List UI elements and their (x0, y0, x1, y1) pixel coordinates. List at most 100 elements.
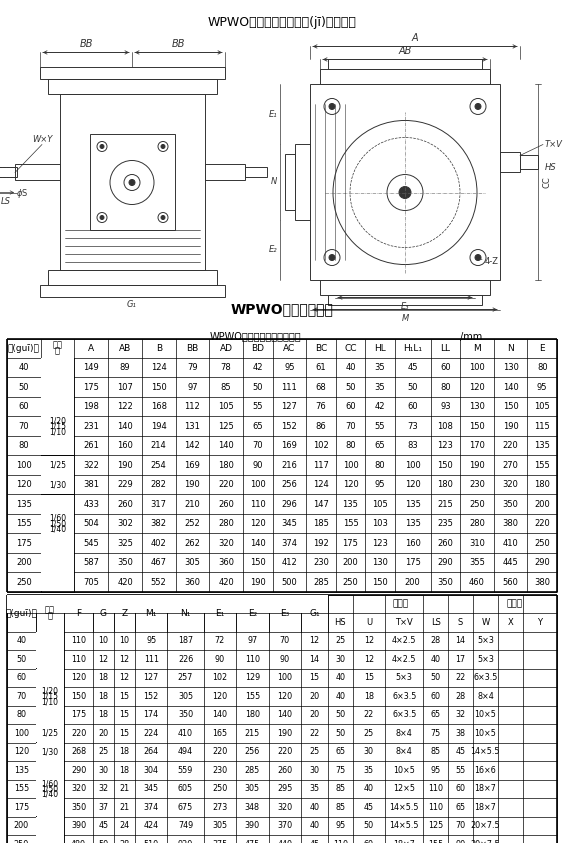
Text: 102: 102 (313, 441, 329, 450)
Text: 5×3: 5×3 (396, 674, 413, 683)
Text: 120: 120 (71, 674, 86, 683)
Text: 10: 10 (120, 636, 130, 646)
Text: 110: 110 (250, 500, 266, 508)
Text: 198: 198 (83, 402, 99, 411)
Text: 220: 220 (503, 441, 518, 450)
Text: 475: 475 (245, 840, 260, 843)
Text: 6×3.5: 6×3.5 (473, 674, 497, 683)
Text: 80: 80 (19, 441, 29, 450)
Text: 6×3.5: 6×3.5 (392, 711, 416, 719)
Text: 100: 100 (250, 481, 266, 489)
Text: 135: 135 (16, 500, 32, 508)
Text: 111: 111 (144, 655, 158, 664)
Text: 1/10: 1/10 (49, 427, 66, 436)
Text: 920: 920 (178, 840, 193, 843)
Text: 97: 97 (247, 636, 258, 646)
Text: 12: 12 (364, 655, 374, 664)
Text: 60: 60 (431, 692, 440, 701)
Text: 250: 250 (342, 577, 358, 587)
Text: AC: AC (283, 344, 296, 352)
Text: 1/50: 1/50 (49, 519, 66, 528)
Text: 28: 28 (120, 840, 130, 843)
Text: 180: 180 (218, 460, 234, 470)
Text: 1/10: 1/10 (42, 697, 59, 706)
Text: 140: 140 (218, 441, 234, 450)
Text: 40: 40 (19, 363, 29, 373)
Text: /mm: /mm (460, 331, 482, 341)
Bar (328, 60, 482, 69)
Text: 1/15: 1/15 (49, 422, 66, 431)
Text: 32: 32 (456, 711, 466, 719)
Text: 355: 355 (469, 558, 485, 567)
Text: 150: 150 (250, 558, 266, 567)
Circle shape (399, 186, 411, 198)
Bar (245, 168, 267, 178)
Text: 270: 270 (503, 460, 518, 470)
Text: 100: 100 (277, 674, 292, 683)
Text: 280: 280 (218, 519, 234, 528)
Text: 120: 120 (277, 692, 292, 701)
Text: 12: 12 (364, 636, 374, 646)
Text: 50: 50 (335, 729, 345, 738)
Text: 187: 187 (178, 636, 193, 646)
Text: WPWO型蝸桿減速器: WPWO型蝸桿減速器 (231, 303, 333, 317)
Text: 165: 165 (213, 729, 227, 738)
Text: 282: 282 (151, 481, 166, 489)
Text: 32: 32 (98, 784, 108, 793)
Text: $\phi$S: $\phi$S (16, 186, 28, 200)
Text: 50: 50 (431, 674, 441, 683)
Text: 40: 40 (345, 363, 356, 373)
Text: 254: 254 (151, 460, 166, 470)
Text: 235: 235 (437, 519, 453, 528)
Text: 402: 402 (151, 539, 166, 548)
Text: 305: 305 (245, 784, 260, 793)
Text: 147: 147 (313, 500, 329, 508)
Text: 22: 22 (309, 729, 320, 738)
Text: 30: 30 (364, 748, 374, 756)
Text: AB: AB (398, 46, 412, 56)
Text: 12: 12 (120, 655, 130, 664)
Text: HS: HS (334, 618, 346, 627)
Bar (36, 743, 64, 760)
Text: 220: 220 (277, 748, 293, 756)
Text: 290: 290 (438, 558, 453, 567)
Bar (48, 79, 217, 94)
Text: 22: 22 (364, 711, 374, 719)
Text: 30: 30 (310, 765, 319, 775)
Text: 605: 605 (178, 784, 193, 793)
Circle shape (475, 104, 481, 110)
Text: 220: 220 (534, 519, 550, 528)
Text: 15: 15 (120, 692, 130, 701)
Text: 285: 285 (313, 577, 329, 587)
Text: 120: 120 (14, 748, 29, 756)
Text: 140: 140 (277, 711, 292, 719)
Text: 135: 135 (342, 500, 359, 508)
Text: 45: 45 (456, 748, 466, 756)
Text: BC: BC (315, 344, 327, 352)
Text: 169: 169 (281, 441, 297, 450)
Text: 79: 79 (187, 363, 198, 373)
Text: 比: 比 (55, 346, 60, 356)
Text: 130: 130 (372, 558, 388, 567)
Text: 160: 160 (405, 539, 421, 548)
Text: 16×6: 16×6 (474, 765, 496, 775)
Text: 70: 70 (280, 636, 290, 646)
Text: 273: 273 (212, 803, 227, 812)
Text: 40: 40 (310, 803, 319, 812)
Text: 61: 61 (316, 363, 327, 373)
Text: 360: 360 (184, 577, 200, 587)
Text: 95: 95 (335, 821, 345, 830)
Text: 42: 42 (253, 363, 263, 373)
Text: 1/15: 1/15 (42, 692, 59, 701)
Circle shape (161, 144, 165, 148)
Bar (310, 84, 500, 280)
Text: 150: 150 (503, 402, 518, 411)
Text: B: B (156, 344, 162, 352)
Text: BD: BD (252, 344, 265, 352)
Text: 20×7.5: 20×7.5 (470, 821, 500, 830)
Text: 10×5: 10×5 (474, 711, 496, 719)
Text: 123: 123 (437, 441, 453, 450)
Text: E₃: E₃ (280, 609, 289, 618)
Text: 215: 215 (245, 729, 260, 738)
Text: 70: 70 (19, 422, 29, 431)
